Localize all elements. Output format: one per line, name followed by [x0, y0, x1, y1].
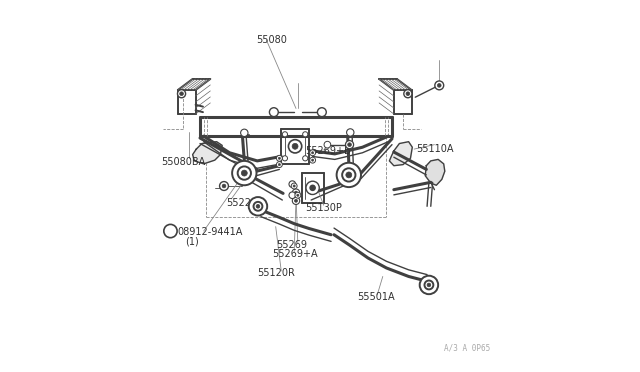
- Circle shape: [437, 84, 441, 87]
- Circle shape: [295, 192, 301, 198]
- Text: 55269+A: 55269+A: [272, 249, 317, 259]
- Circle shape: [310, 185, 316, 190]
- Circle shape: [424, 280, 433, 289]
- Circle shape: [346, 172, 352, 178]
- Circle shape: [278, 157, 280, 160]
- Text: 55269: 55269: [276, 240, 307, 250]
- Circle shape: [269, 108, 278, 116]
- Text: 55269+B: 55269+B: [305, 146, 351, 156]
- Circle shape: [241, 170, 247, 176]
- Polygon shape: [425, 160, 445, 185]
- Circle shape: [303, 132, 308, 137]
- Circle shape: [292, 197, 300, 205]
- Text: A/3 A 0P65: A/3 A 0P65: [444, 343, 490, 352]
- Text: 55226P: 55226P: [226, 198, 263, 208]
- Circle shape: [297, 194, 299, 196]
- Circle shape: [346, 141, 353, 149]
- Text: 55110A: 55110A: [416, 144, 454, 154]
- Circle shape: [294, 199, 298, 202]
- Text: 55501A: 55501A: [357, 292, 394, 302]
- Circle shape: [180, 92, 184, 96]
- Circle shape: [177, 90, 186, 98]
- Circle shape: [164, 224, 177, 238]
- Circle shape: [420, 276, 438, 294]
- Circle shape: [342, 168, 355, 182]
- Circle shape: [310, 150, 316, 156]
- Circle shape: [220, 182, 228, 190]
- Circle shape: [310, 157, 316, 163]
- Circle shape: [347, 129, 354, 136]
- Circle shape: [276, 161, 282, 167]
- Circle shape: [289, 192, 296, 199]
- Circle shape: [303, 156, 308, 161]
- Circle shape: [278, 163, 280, 166]
- Circle shape: [249, 197, 268, 215]
- Circle shape: [289, 140, 301, 153]
- Text: 55120R: 55120R: [257, 268, 295, 278]
- Circle shape: [282, 156, 287, 161]
- Circle shape: [276, 155, 282, 161]
- Circle shape: [312, 159, 314, 161]
- Circle shape: [312, 152, 314, 154]
- Circle shape: [282, 132, 287, 137]
- Circle shape: [293, 185, 295, 187]
- Circle shape: [241, 129, 248, 137]
- Circle shape: [324, 141, 331, 148]
- Text: 55130P: 55130P: [305, 203, 342, 213]
- Text: (1): (1): [185, 236, 199, 246]
- Circle shape: [317, 108, 326, 116]
- Circle shape: [404, 90, 412, 98]
- Circle shape: [292, 143, 298, 149]
- Circle shape: [337, 163, 361, 187]
- Circle shape: [348, 143, 351, 147]
- Polygon shape: [389, 142, 412, 166]
- Circle shape: [306, 181, 319, 195]
- Circle shape: [294, 191, 298, 194]
- Circle shape: [406, 92, 410, 96]
- Circle shape: [253, 202, 262, 211]
- Circle shape: [427, 283, 431, 287]
- Circle shape: [289, 181, 296, 187]
- Circle shape: [435, 81, 444, 90]
- Text: 55080BA: 55080BA: [161, 157, 205, 167]
- Text: N: N: [166, 226, 175, 236]
- Circle shape: [232, 161, 257, 185]
- Circle shape: [256, 205, 260, 208]
- Circle shape: [291, 183, 297, 189]
- Text: 55080: 55080: [257, 35, 287, 45]
- Circle shape: [237, 166, 251, 180]
- Polygon shape: [193, 142, 222, 164]
- Circle shape: [292, 189, 300, 196]
- Circle shape: [222, 184, 226, 188]
- Text: 08912-9441A: 08912-9441A: [178, 227, 243, 237]
